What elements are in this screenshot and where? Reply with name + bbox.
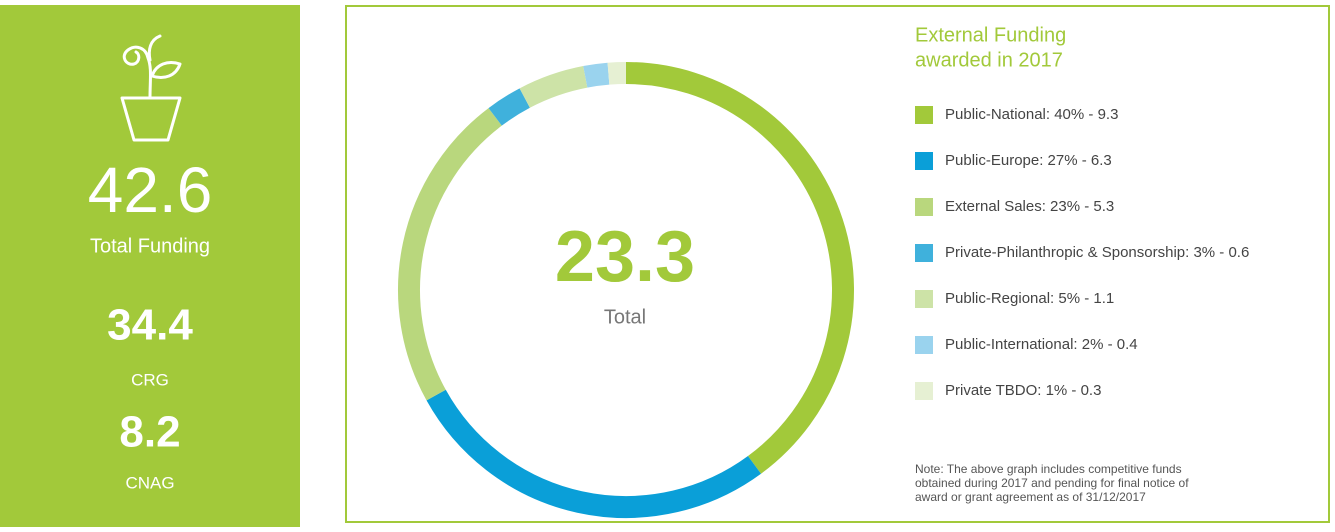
- chart-panel: [345, 5, 1330, 523]
- center-value: 23.3: [555, 217, 695, 297]
- legend-label: External Sales: 23% - 5.3: [945, 198, 1114, 215]
- chart-title: awarded in 2017: [915, 49, 1063, 71]
- legend-label: Private TBDO: 1% - 0.3: [945, 382, 1101, 399]
- legend-label: Private-Philanthropic & Sponsorship: 3% …: [945, 244, 1249, 261]
- total-funding-label: Total Funding: [90, 235, 210, 257]
- donut-segment: [583, 62, 610, 88]
- legend-swatch: [915, 336, 933, 354]
- legend-label: Public-National: 40% - 9.3: [945, 106, 1118, 123]
- donut-segment: [426, 389, 762, 518]
- crg-label: CRG: [131, 370, 169, 389]
- legend-swatch: [915, 106, 933, 124]
- legend-label: Public-International: 2% - 0.4: [945, 336, 1138, 353]
- total-funding-value: 42.6: [88, 154, 213, 226]
- donut-segment: [488, 88, 531, 126]
- legend-swatch: [915, 290, 933, 308]
- legend-swatch: [915, 152, 933, 170]
- legend-swatch: [915, 382, 933, 400]
- center-label: Total: [604, 306, 646, 328]
- chart-title: External Funding: [915, 24, 1066, 46]
- donut-segment: [398, 108, 502, 401]
- cnag-value: 8.2: [119, 408, 180, 457]
- donut-segment: [607, 62, 627, 85]
- note: Note: The above graph includes competiti…: [915, 462, 1182, 476]
- donut-segment: [625, 62, 854, 474]
- legend-swatch: [915, 244, 933, 262]
- legend-swatch: [915, 198, 933, 216]
- crg-value: 34.4: [107, 301, 193, 350]
- legend-label: Public-Regional: 5% - 1.1: [945, 290, 1114, 307]
- legend-label: Public-Europe: 27% - 6.3: [945, 152, 1112, 169]
- note: award or grant agreement as of 31/12/201…: [915, 490, 1146, 504]
- plant-icon: [120, 34, 182, 142]
- donut-segment: [519, 66, 588, 108]
- cnag-label: CNAG: [125, 473, 174, 492]
- note: obtained during 2017 and pending for fin…: [915, 476, 1189, 490]
